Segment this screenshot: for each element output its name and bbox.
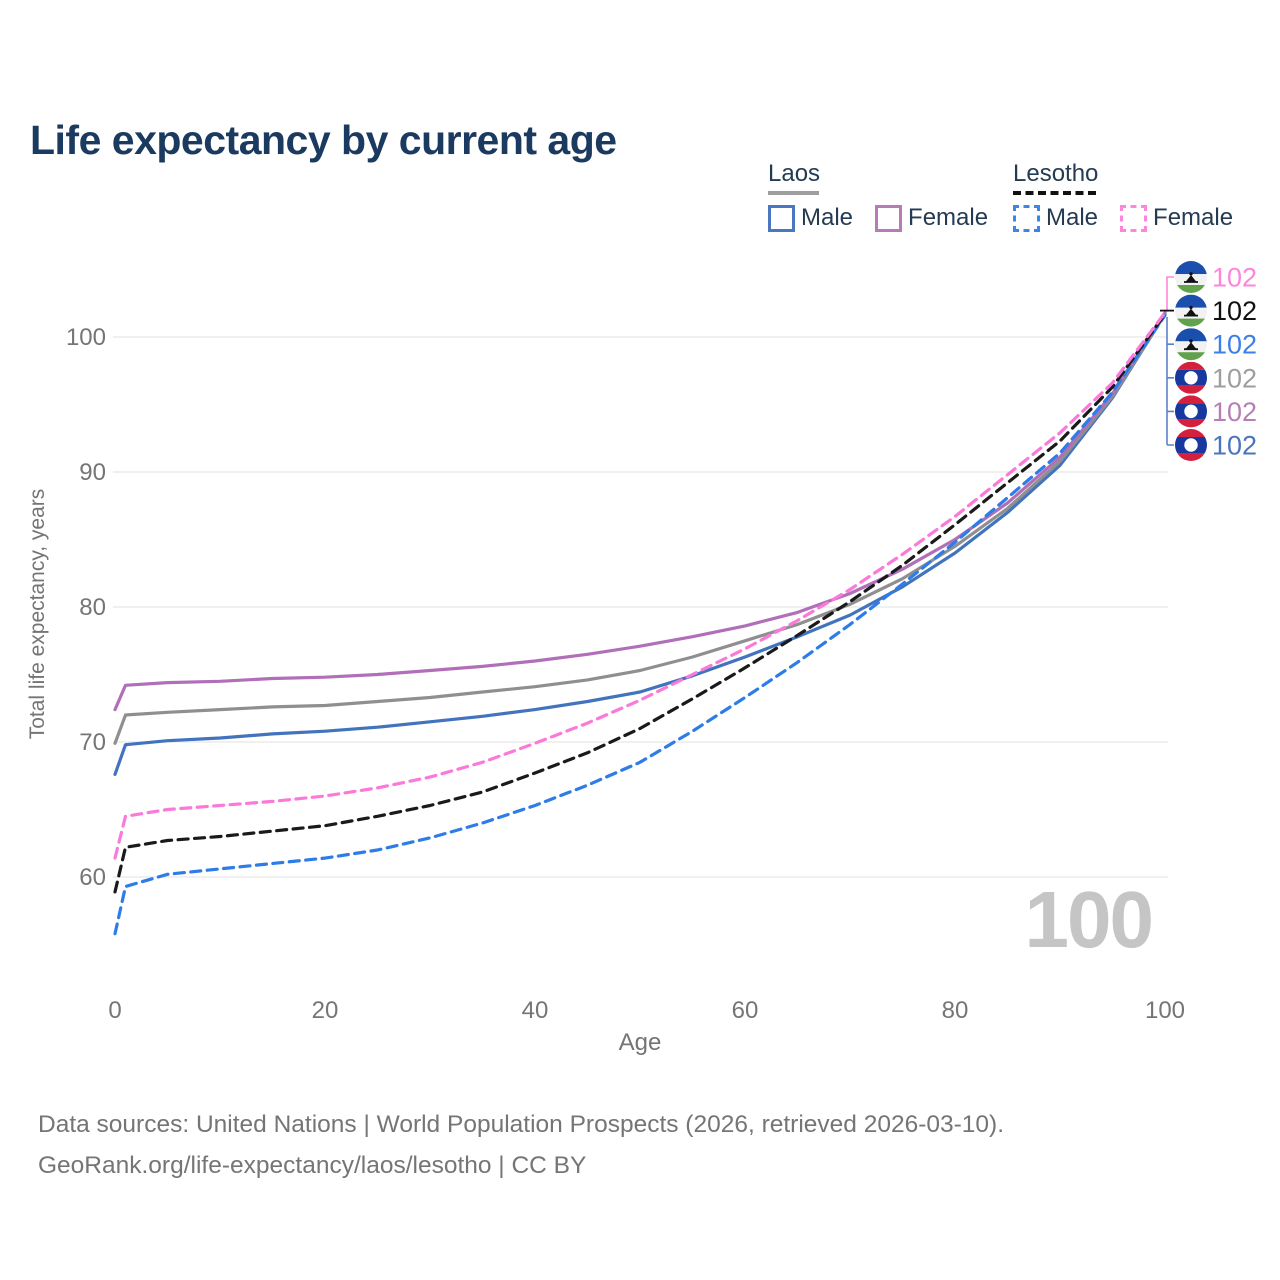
end-value-label-laos-male: 102 [1212, 431, 1257, 461]
series-line-lesotho-total [113, 312, 1167, 894]
legend-line-sample-laos [768, 191, 819, 195]
x-tick-label: 60 [732, 997, 759, 1024]
x-tick-label: 20 [312, 997, 339, 1024]
series-line-lesotho-female [113, 311, 1167, 860]
lesotho-flag-icon [1175, 261, 1207, 293]
x-axis-title: Age [619, 1029, 662, 1056]
end-value-label-lesotho-female: 102 [1212, 263, 1257, 293]
series-line-laos-female [113, 311, 1167, 712]
lesotho-female-swatch-icon[interactable] [1120, 204, 1148, 232]
legend-label-laos-female: Female [908, 204, 989, 231]
laos-flag-icon [1175, 429, 1207, 461]
lesotho-flag-icon [1175, 328, 1207, 361]
y-tick-label: 70 [79, 729, 106, 756]
end-value-label-laos-female: 102 [1212, 397, 1257, 427]
end-value-label-laos-total: 102 [1212, 363, 1257, 393]
laos-flag-icon [1175, 361, 1207, 394]
legend-toggle-laos-female[interactable]: Female [875, 204, 988, 232]
leader-line-lesotho-female [1166, 276, 1174, 312]
legend-toggle-lesotho-male[interactable]: Male [1013, 204, 1098, 232]
y-tick-label: 60 [79, 864, 106, 891]
y-axis-title: Total life expectancy, years [26, 489, 49, 740]
lesotho-male-swatch-icon[interactable] [1013, 204, 1040, 232]
x-tick-label: 80 [942, 997, 969, 1024]
legend-group-laos: Laos Male Female [768, 160, 988, 232]
legend-country-lesotho: Lesotho [1013, 160, 1099, 187]
laos-flag-icon [1175, 395, 1207, 428]
legend-toggle-lesotho-female[interactable]: Female [1120, 204, 1233, 232]
x-tick-label: 0 [108, 997, 121, 1024]
footer-attribution-line: GeoRank.org/life-expectancy/laos/lesotho… [38, 1152, 587, 1179]
y-tick-label: 100 [66, 324, 106, 351]
y-tick-label: 90 [79, 459, 106, 486]
legend-label-lesotho-female: Female [1153, 204, 1234, 231]
laos-male-swatch-icon[interactable] [768, 204, 795, 232]
laos-female-swatch-icon[interactable] [875, 204, 903, 232]
legend-country-laos: Laos [768, 160, 821, 187]
page-title: Life expectancy by current age [30, 117, 617, 164]
legend-label-laos-male: Male [801, 204, 854, 231]
end-value-label-lesotho-total: 102 [1212, 296, 1257, 326]
legend-label-lesotho-male: Male [1046, 204, 1099, 231]
footer-sources-line: Data sources: United Nations | World Pop… [38, 1111, 1005, 1138]
x-tick-label: 40 [522, 997, 549, 1024]
data-sources-footer: Data sources: United Nations | World Pop… [38, 1104, 1004, 1186]
series-line-lesotho-male [113, 313, 1167, 936]
lesotho-flag-icon [1175, 294, 1207, 327]
series-line-laos-total [113, 312, 1167, 745]
age-counter-watermark: 100 [1024, 875, 1154, 964]
x-tick-label: 100 [1145, 997, 1185, 1024]
end-value-label-lesotho-male: 102 [1212, 330, 1257, 360]
legend-toggle-laos-male[interactable]: Male [768, 204, 853, 232]
leader-line-bracket [1166, 317, 1174, 446]
legend-group-lesotho: Lesotho Male Female [1013, 160, 1233, 232]
y-tick-label: 80 [79, 594, 106, 621]
legend-line-sample-lesotho [1013, 191, 1096, 195]
series-line-laos-male [113, 312, 1167, 777]
